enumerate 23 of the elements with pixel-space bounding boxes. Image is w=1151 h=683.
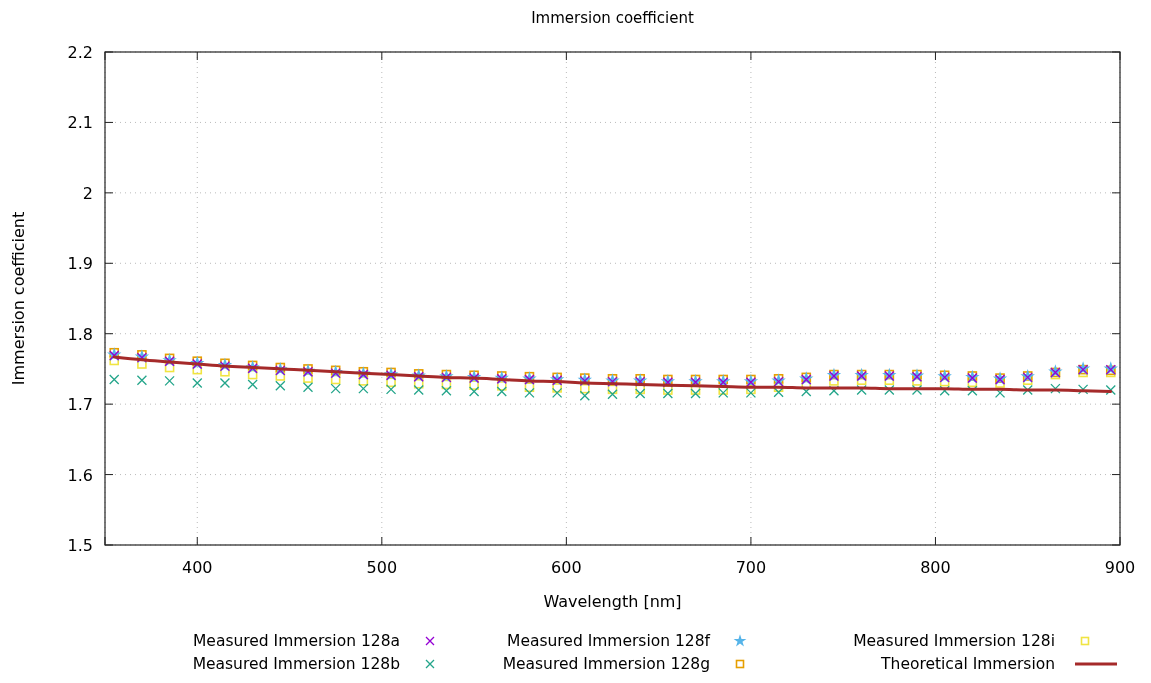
y-tick-label: 2: [82, 183, 93, 203]
legend-label: Measured Immersion 128f: [507, 632, 711, 650]
x-tick-label: 800: [920, 558, 951, 577]
y-tick-label: 1.7: [67, 395, 93, 415]
legend-label: Measured Immersion 128i: [853, 632, 1055, 650]
y-tick-label: 2.2: [67, 43, 93, 62]
y-tick-label: 1.9: [67, 254, 93, 274]
x-tick-label: 900: [1104, 558, 1136, 577]
legend-label: Measured Immersion 128g: [502, 655, 710, 673]
y-axis-title: Immersion coefficient: [9, 211, 28, 386]
x-tick-label: 500: [366, 558, 398, 577]
chart-title: Immersion coefficient: [531, 9, 694, 27]
y-tick-label: 2.1: [67, 113, 93, 133]
x-tick-label: 600: [551, 558, 582, 577]
legend-label: Measured Immersion 128a: [192, 632, 400, 650]
y-tick-label: 1.8: [67, 324, 93, 344]
y-tick-label: 1.6: [67, 465, 93, 485]
legend-label: Measured Immersion 128b: [192, 655, 400, 673]
x-axis-title: Wavelength [nm]: [543, 592, 682, 611]
x-tick-label: 400: [182, 558, 213, 577]
y-tick-label: 1.5: [67, 536, 93, 555]
x-tick-label: 700: [735, 558, 767, 577]
legend-label: Theoretical Immersion: [880, 655, 1055, 673]
